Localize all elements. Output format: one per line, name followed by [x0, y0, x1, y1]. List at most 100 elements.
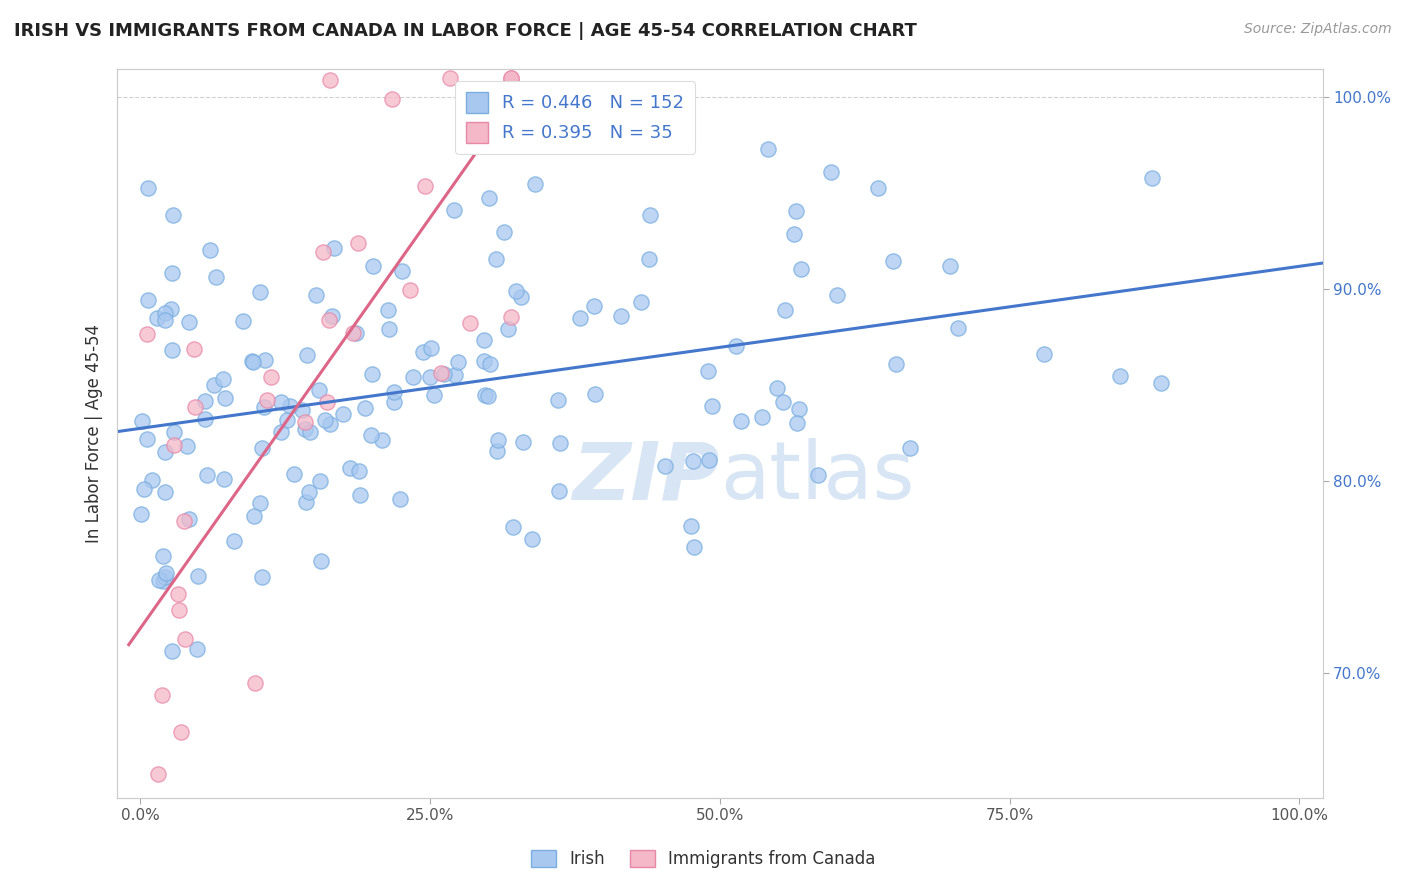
Point [1140, 171, 1163, 186]
Point [155, 484, 177, 499]
Point [458, 317, 481, 331]
Point [898, 441, 921, 455]
Point [501, 71, 523, 86]
Point [472, 334, 495, 348]
Point [501, 112, 523, 127]
Point [412, 345, 434, 359]
Point [342, 326, 364, 340]
Point [697, 364, 720, 378]
Point [148, 573, 170, 587]
Point [730, 414, 752, 428]
Point [420, 341, 443, 355]
Point [160, 644, 183, 658]
Point [152, 574, 174, 588]
Point [174, 632, 197, 646]
Point [141, 474, 163, 488]
Point [347, 236, 370, 251]
Point [138, 293, 160, 308]
Point [299, 425, 322, 439]
Point [783, 227, 806, 242]
Point [252, 441, 274, 455]
Point [786, 416, 808, 430]
Point [360, 427, 382, 442]
Point [492, 225, 515, 239]
Point [1032, 347, 1054, 361]
Legend: Irish, Immigrants from Canada: Irish, Immigrants from Canada [524, 843, 882, 875]
Point [249, 285, 271, 300]
Point [146, 310, 169, 325]
Text: Source: ZipAtlas.com: Source: ZipAtlas.com [1244, 22, 1392, 37]
Point [132, 483, 155, 497]
Point [868, 181, 890, 195]
Point [242, 355, 264, 369]
Point [224, 534, 246, 549]
Point [523, 177, 546, 191]
Point [131, 413, 153, 427]
Point [148, 767, 170, 781]
Point [249, 496, 271, 510]
Point [270, 425, 292, 439]
Point [512, 435, 534, 450]
Point [1150, 376, 1173, 390]
Point [291, 403, 314, 417]
Point [439, 71, 461, 86]
Point [214, 391, 236, 405]
Point [496, 322, 519, 336]
Point [583, 387, 606, 401]
Point [474, 388, 496, 402]
Point [477, 389, 499, 403]
Point [354, 401, 377, 415]
Point [245, 676, 267, 690]
Point [443, 368, 465, 383]
Text: ZIP: ZIP [572, 438, 720, 516]
Point [683, 540, 706, 554]
Point [502, 520, 524, 534]
Point [478, 190, 501, 204]
Point [399, 283, 422, 297]
Point [371, 433, 394, 447]
Point [433, 367, 456, 381]
Point [187, 569, 209, 583]
Point [295, 495, 318, 509]
Point [253, 353, 276, 368]
Point [129, 507, 152, 521]
Point [389, 491, 412, 506]
Point [785, 204, 807, 219]
Point [153, 313, 176, 327]
Point [256, 392, 278, 407]
Point [787, 401, 810, 416]
Point [136, 327, 159, 342]
Point [318, 312, 340, 326]
Point [377, 302, 399, 317]
Point [155, 566, 177, 580]
Y-axis label: In Labor Force | Age 45-54: In Labor Force | Age 45-54 [86, 324, 103, 543]
Point [193, 394, 215, 409]
Point [212, 472, 235, 486]
Point [479, 357, 502, 371]
Point [152, 549, 174, 563]
Point [242, 509, 264, 524]
Point [347, 464, 370, 478]
Point [547, 483, 569, 498]
Point [419, 370, 441, 384]
Point [654, 459, 676, 474]
Point [938, 259, 960, 273]
Point [361, 259, 384, 273]
Point [153, 570, 176, 584]
Point [173, 514, 195, 528]
Point [807, 467, 830, 482]
Point [402, 370, 425, 384]
Point [260, 369, 283, 384]
Point [315, 394, 337, 409]
Point [501, 73, 523, 87]
Point [825, 288, 848, 302]
Point [305, 288, 328, 302]
Point [681, 519, 703, 533]
Point [150, 688, 173, 702]
Point [520, 532, 543, 546]
Point [882, 254, 904, 268]
Point [212, 372, 235, 386]
Point [136, 432, 159, 446]
Point [700, 399, 723, 413]
Point [309, 554, 332, 568]
